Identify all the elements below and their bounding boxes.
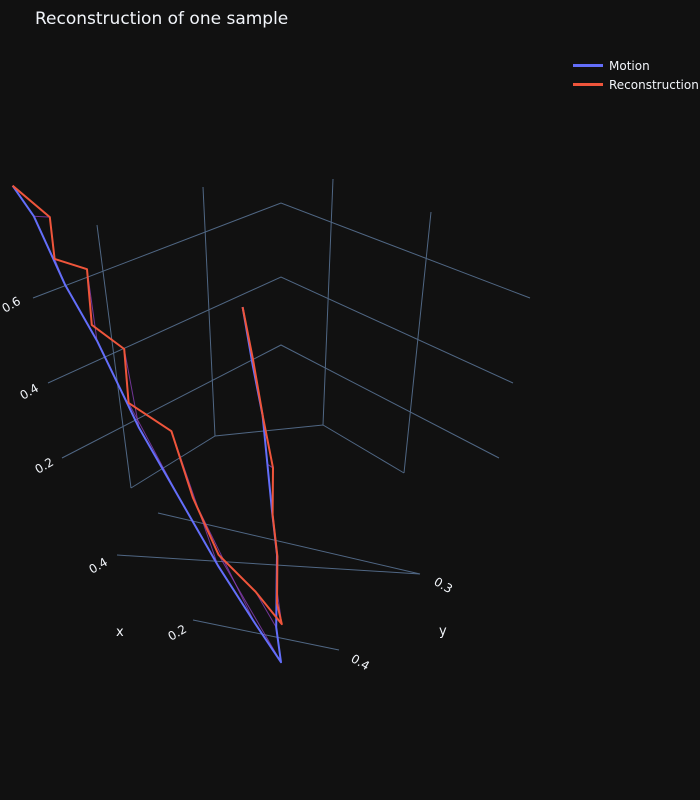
legend-label-motion: Motion <box>609 58 650 73</box>
grid-floor-x <box>192 619 340 651</box>
grid-vertical <box>322 178 334 426</box>
grid-floor-y <box>157 512 421 575</box>
series-line-reconstruction[interactable] <box>11 184 283 626</box>
x-tick-0.4: 0.4 <box>87 555 111 577</box>
x-axis-title: x <box>116 625 124 640</box>
grid-vertical <box>96 224 132 489</box>
z-tick-0.4: 0.4 <box>18 381 42 403</box>
grid-z-0.4 <box>47 276 514 384</box>
x-tick-0.2: 0.2 <box>166 622 190 644</box>
chart-title: Reconstruction of one sample <box>35 9 289 29</box>
connector-line <box>123 348 140 428</box>
grid-vertical <box>403 211 432 474</box>
y-axis-title: y <box>439 624 447 639</box>
legend-swatch-motion <box>573 64 603 67</box>
grid-z-0.6 <box>32 202 531 299</box>
legend[interactable]: Motion Reconstruction <box>573 56 699 94</box>
y-tick-0.3: 0.3 <box>432 574 456 596</box>
z-tick-0.2: 0.2 <box>33 455 57 477</box>
grid-floor-x <box>116 554 421 575</box>
z-tick-0.6: 0.6 <box>0 294 23 316</box>
y-tick-0.4: 0.4 <box>349 651 373 673</box>
legend-item-motion[interactable]: Motion <box>573 56 699 75</box>
grid-lines <box>32 178 531 651</box>
grid-vertical <box>202 186 216 437</box>
connector-line <box>254 591 277 628</box>
connector-line <box>218 554 282 663</box>
legend-item-reconstruction[interactable]: Reconstruction <box>573 75 699 94</box>
connector-line <box>33 215 50 218</box>
legend-swatch-reconstruction <box>573 83 603 86</box>
floor-edge <box>130 424 405 489</box>
legend-label-reconstruction: Reconstruction <box>609 77 699 92</box>
series-line-motion[interactable] <box>11 185 282 664</box>
series-layer <box>11 184 283 664</box>
